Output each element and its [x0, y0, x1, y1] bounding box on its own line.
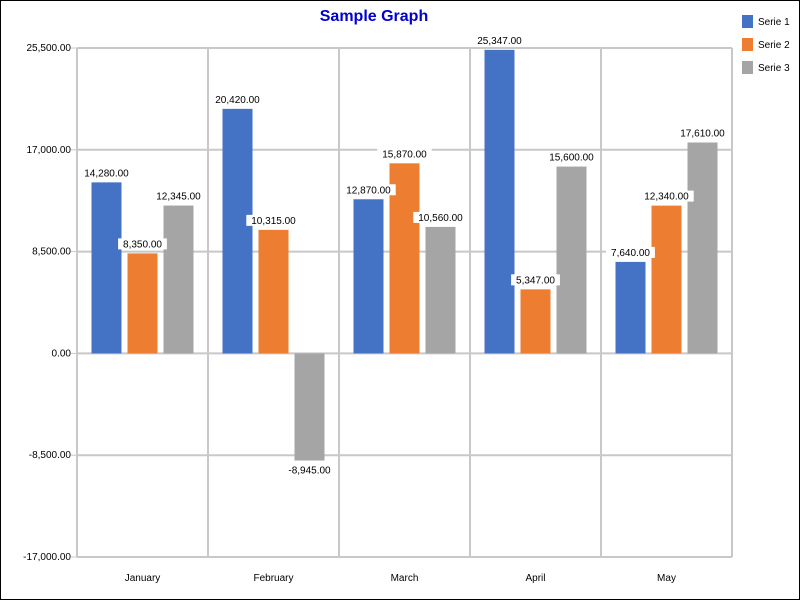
data-label: 7,640.00	[611, 248, 650, 259]
bar	[222, 108, 253, 354]
y-tick-label: -8,500.00	[29, 450, 72, 461]
data-label: 10,315.00	[251, 216, 296, 227]
bar	[127, 253, 158, 354]
x-tick-label: March	[391, 573, 419, 584]
bar	[425, 226, 456, 354]
data-label: 12,870.00	[346, 185, 391, 196]
data-label-background	[118, 238, 167, 250]
legend-label: Serie 2	[758, 40, 790, 51]
data-label: 12,345.00	[156, 192, 201, 203]
x-tick-label: February	[253, 573, 293, 584]
chart-title: Sample Graph	[320, 8, 428, 25]
bar	[484, 49, 515, 354]
bars	[91, 49, 718, 461]
data-label: 15,600.00	[549, 153, 594, 164]
data-label-background	[151, 190, 206, 202]
data-label: 20,420.00	[215, 95, 260, 106]
data-label: 15,870.00	[382, 149, 427, 160]
data-label: 12,340.00	[644, 192, 689, 203]
bar	[687, 142, 718, 354]
data-label-background	[511, 274, 560, 286]
data-label: 8,350.00	[123, 239, 162, 250]
data-label: -8,945.00	[288, 466, 331, 477]
data-label-background	[472, 34, 527, 46]
data-label: 17,610.00	[680, 128, 725, 139]
data-label-background	[282, 464, 337, 476]
x-tick-label: April	[525, 573, 545, 584]
data-label-background	[413, 211, 468, 223]
bar	[615, 261, 646, 354]
data-label-background	[377, 148, 432, 160]
data-label-background	[544, 151, 599, 163]
data-labels: 14,280.00 8,350.00 12,345.00 20,420.00 10,31…	[79, 34, 730, 477]
legend-label: Serie 3	[758, 63, 790, 74]
data-label: 5,347.00	[516, 275, 555, 286]
bar	[353, 199, 384, 354]
legend-swatch	[742, 38, 753, 51]
data-label-background	[79, 167, 134, 179]
y-tick-label: 17,000.00	[27, 145, 72, 156]
data-label-background	[639, 190, 694, 202]
data-label-background	[210, 93, 265, 105]
bar	[556, 166, 587, 354]
y-tick-label: 0.00	[52, 348, 72, 359]
legend-label: Serie 1	[758, 17, 790, 28]
axes: 25,500.00 17,000.00 8,500.00 0.00 -8,500.00 -…	[23, 43, 676, 584]
y-tick-label: 8,500.00	[32, 247, 71, 258]
y-tick-label: -17,000.00	[23, 552, 71, 563]
x-tick-label: May	[657, 573, 676, 584]
data-label: 10,560.00	[418, 213, 463, 224]
bar	[520, 289, 551, 354]
y-tick-label: 25,500.00	[27, 43, 72, 54]
bar	[258, 229, 289, 354]
legend-swatch	[742, 15, 753, 28]
bar	[651, 205, 682, 354]
data-label: 25,347.00	[477, 36, 522, 47]
data-label-background	[675, 127, 730, 139]
data-label-background	[246, 214, 301, 226]
legend: Serie 1 Serie 2 Serie 3	[742, 15, 790, 74]
legend-swatch	[742, 61, 753, 74]
data-label-background	[341, 184, 396, 196]
bar	[91, 182, 122, 354]
data-label: 14,280.00	[84, 168, 129, 179]
x-tick-label: January	[125, 573, 161, 584]
bar	[294, 353, 325, 461]
data-label-background	[606, 246, 655, 258]
bar	[163, 205, 194, 354]
